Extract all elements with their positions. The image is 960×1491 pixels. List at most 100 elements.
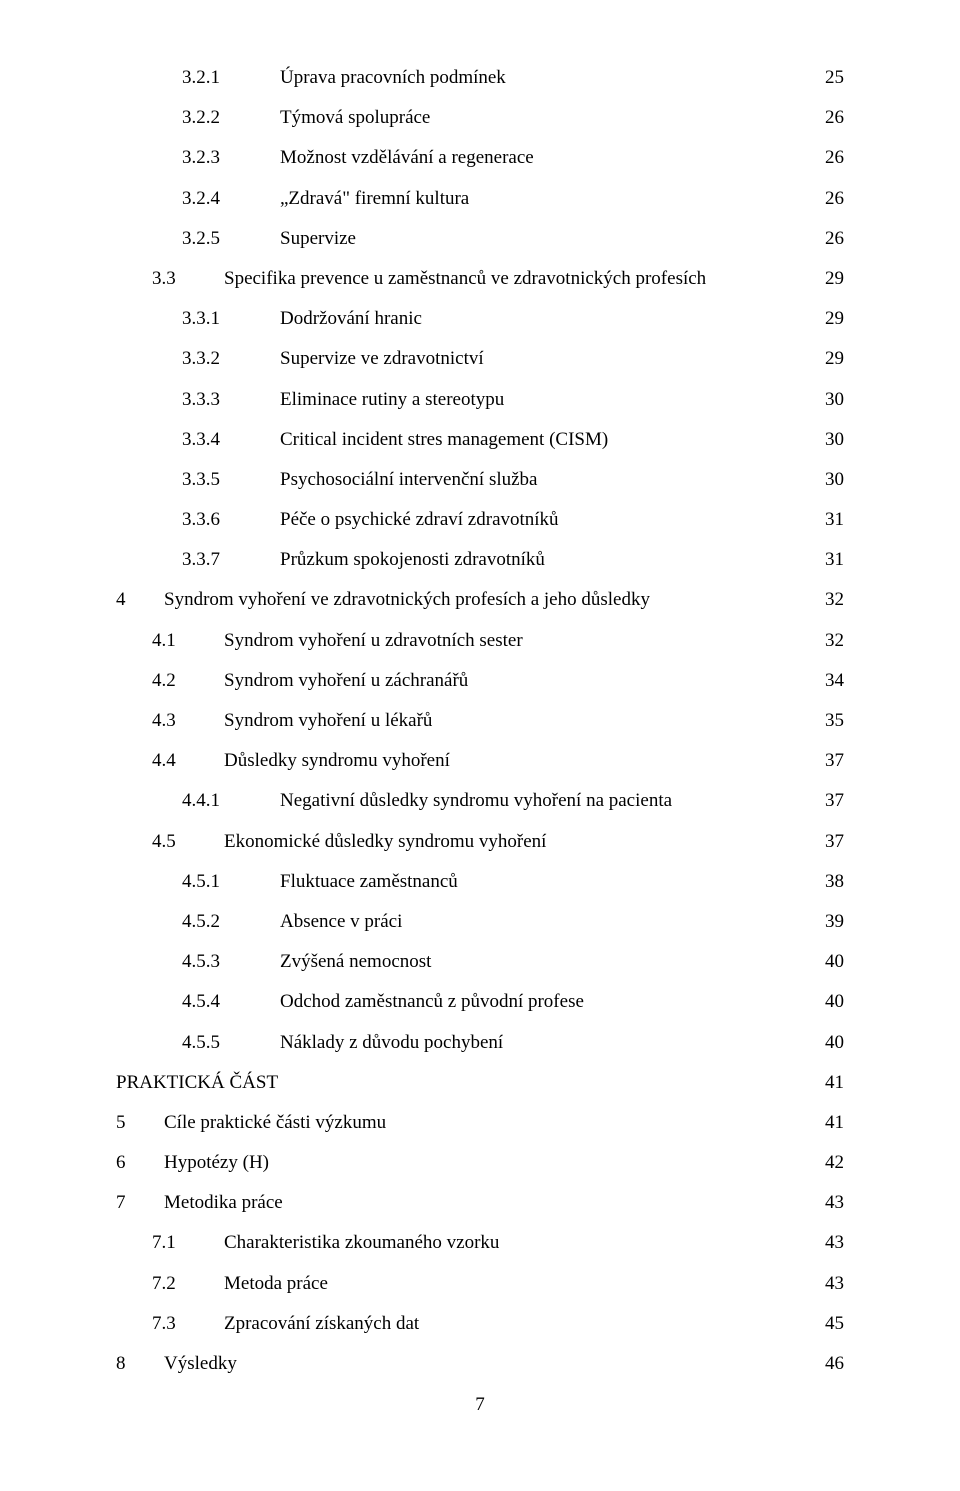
toc-line: 4.5Ekonomické důsledky syndromu vyhoření… <box>116 832 844 851</box>
toc-title: Důsledky syndromu vyhoření <box>224 751 450 770</box>
toc-number: 3.3.5 <box>182 470 280 489</box>
toc-line: 8Výsledky46 <box>116 1354 844 1373</box>
toc-number: 6 <box>116 1153 164 1172</box>
toc-title: Critical incident stres management (CISM… <box>280 430 608 449</box>
toc-title: Psychosociální intervenční služba <box>280 470 538 489</box>
toc-page-number: 40 <box>825 1033 844 1052</box>
toc-line: 3.3Specifika prevence u zaměstnanců ve z… <box>116 269 844 288</box>
toc-line: 3.2.3Možnost vzdělávání a regenerace 26 <box>116 148 844 167</box>
toc-page-number: 37 <box>825 791 844 810</box>
toc-number: 3.2.5 <box>182 229 280 248</box>
toc-page-number: 41 <box>825 1113 844 1132</box>
toc-line: 4.5.4Odchod zaměstnanců z původní profes… <box>116 992 844 1011</box>
toc-title: Týmová spolupráce <box>280 108 430 127</box>
toc-title: Absence v práci <box>280 912 402 931</box>
toc-page-number: 39 <box>825 912 844 931</box>
toc-number: 4.1 <box>152 631 224 650</box>
toc-number: 4.2 <box>152 671 224 690</box>
toc-page-number: 40 <box>825 992 844 1011</box>
toc-line: PRAKTICKÁ ČÁST41 <box>116 1073 844 1092</box>
toc-line: 4.5.3Zvýšená nemocnost40 <box>116 952 844 971</box>
toc-line: 4.5.2Absence v práci 39 <box>116 912 844 931</box>
toc-page-number: 30 <box>825 430 844 449</box>
toc-number: 4.4 <box>152 751 224 770</box>
toc-page-number: 25 <box>825 68 844 87</box>
toc-title: Metoda práce <box>224 1274 328 1293</box>
toc-page-number: 26 <box>825 189 844 208</box>
toc-title: Odchod zaměstnanců z původní profese <box>280 992 584 1011</box>
toc-line: 3.2.2Týmová spolupráce26 <box>116 108 844 127</box>
toc-page-number: 35 <box>825 711 844 730</box>
toc-title: Dodržování hranic <box>280 309 422 328</box>
toc-line: 3.3.7Průzkum spokojenosti zdravotníků31 <box>116 550 844 569</box>
toc-number: 7 <box>116 1193 164 1212</box>
toc-number: 3.2.3 <box>182 148 280 167</box>
toc-title: Syndrom vyhoření u lékařů <box>224 711 432 730</box>
toc-title: Zpracování získaných dat <box>224 1314 419 1333</box>
toc-title: Náklady z důvodu pochybení <box>280 1033 503 1052</box>
toc-title: Hypotézy (H) <box>164 1153 269 1172</box>
toc-page-number: 26 <box>825 108 844 127</box>
toc-title: Syndrom vyhoření ve zdravotnických profe… <box>164 590 650 609</box>
toc-line: 3.3.4Critical incident stres management … <box>116 430 844 449</box>
toc-line: 4.5.5Náklady z důvodu pochybení 40 <box>116 1033 844 1052</box>
toc-line: 4.4Důsledky syndromu vyhoření 37 <box>116 751 844 770</box>
toc-line: 7.2Metoda práce43 <box>116 1274 844 1293</box>
toc-title: Supervize ve zdravotnictví <box>280 349 484 368</box>
toc-number: 3.3.1 <box>182 309 280 328</box>
toc-title: Průzkum spokojenosti zdravotníků <box>280 550 545 569</box>
toc-number: 3.3.3 <box>182 390 280 409</box>
toc-page-number: 26 <box>825 148 844 167</box>
toc-page-number: 43 <box>825 1274 844 1293</box>
toc-number: 7.1 <box>152 1233 224 1252</box>
toc-title: Úprava pracovních podmínek <box>280 68 506 87</box>
page-number: 7 <box>116 1395 844 1434</box>
toc-number: 4.3 <box>152 711 224 730</box>
toc-page-number: 43 <box>825 1233 844 1252</box>
toc-title: Specifika prevence u zaměstnanců ve zdra… <box>224 269 706 288</box>
document-page: 3.2.1Úprava pracovních podmínek253.2.2Tý… <box>0 0 960 1491</box>
toc-number: 7.3 <box>152 1314 224 1333</box>
toc-number: 4.4.1 <box>182 791 280 810</box>
toc-title: Péče o psychické zdraví zdravotníků <box>280 510 559 529</box>
toc-title: Cíle praktické části výzkumu <box>164 1113 386 1132</box>
toc-title: Negativní důsledky syndromu vyhoření na … <box>280 791 672 810</box>
toc-number: 3.3.4 <box>182 430 280 449</box>
toc-number: 3.3 <box>152 269 224 288</box>
toc-page-number: 38 <box>825 872 844 891</box>
toc-line: 4.2Syndrom vyhoření u záchranářů34 <box>116 671 844 690</box>
toc-page-number: 37 <box>825 751 844 770</box>
toc-number: 4.5.5 <box>182 1033 280 1052</box>
toc-title: Možnost vzdělávání a regenerace <box>280 148 534 167</box>
toc-page-number: 30 <box>825 390 844 409</box>
toc-line: 3.3.1Dodržování hranic 29 <box>116 309 844 328</box>
toc-number: 3.2.1 <box>182 68 280 87</box>
toc-line: 7.3Zpracování získaných dat45 <box>116 1314 844 1333</box>
toc-number: 4.5 <box>152 832 224 851</box>
toc-line: 3.2.1Úprava pracovních podmínek 25 <box>116 68 844 87</box>
toc-line: 4.4.1Negativní důsledky syndromu vyhořen… <box>116 791 844 810</box>
toc-number: 4.5.2 <box>182 912 280 931</box>
toc-number: 4.5.1 <box>182 872 280 891</box>
toc-number: 8 <box>116 1354 164 1373</box>
toc-title: Ekonomické důsledky syndromu vyhoření <box>224 832 546 851</box>
toc-page-number: 29 <box>825 349 844 368</box>
toc-page-number: 42 <box>825 1153 844 1172</box>
toc-number: 4.5.4 <box>182 992 280 1011</box>
toc-title: Zvýšená nemocnost <box>280 952 431 971</box>
toc-number: 4.5.3 <box>182 952 280 971</box>
toc-line: 3.2.4„Zdravá" firemní kultura26 <box>116 189 844 208</box>
toc-line: 3.3.2Supervize ve zdravotnictví29 <box>116 349 844 368</box>
toc-line: 3.3.5Psychosociální intervenční služba 30 <box>116 470 844 489</box>
toc-line: 5Cíle praktické části výzkumu41 <box>116 1113 844 1132</box>
toc-title: PRAKTICKÁ ČÁST <box>116 1073 278 1092</box>
toc-title: Eliminace rutiny a stereotypu <box>280 390 504 409</box>
toc-title: „Zdravá" firemní kultura <box>280 189 469 208</box>
toc-title: Supervize <box>280 229 356 248</box>
toc-page-number: 29 <box>825 309 844 328</box>
toc-page-number: 34 <box>825 671 844 690</box>
toc-page-number: 30 <box>825 470 844 489</box>
toc-line: 3.2.5Supervize26 <box>116 229 844 248</box>
toc-line: 4.1Syndrom vyhoření u zdravotních sester… <box>116 631 844 650</box>
toc-line: 4Syndrom vyhoření ve zdravotnických prof… <box>116 590 844 609</box>
